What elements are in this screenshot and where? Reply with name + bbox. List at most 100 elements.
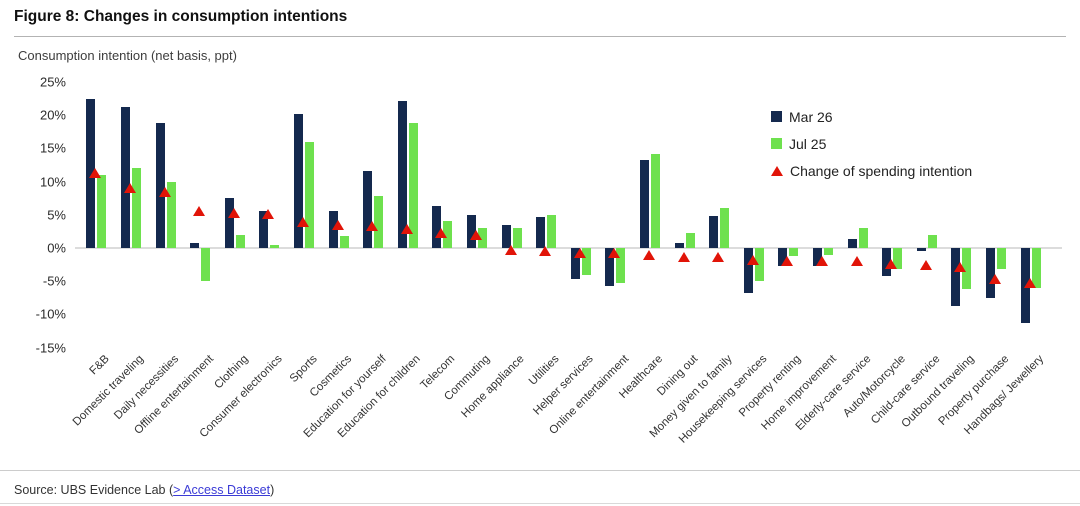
source-text-suffix: ) bbox=[270, 483, 275, 497]
bar-mar26 bbox=[985, 248, 995, 298]
y-axis-title: Consumption intention (net basis, ppt) bbox=[18, 48, 237, 63]
legend-label: Mar 26 bbox=[789, 108, 833, 125]
bar-mar26 bbox=[363, 170, 373, 248]
bar-jul25 bbox=[754, 248, 764, 281]
bar-jul25 bbox=[408, 122, 418, 248]
bar-mar26 bbox=[190, 242, 200, 248]
x-axis-label: F&B bbox=[87, 353, 112, 378]
change-triangle-marker bbox=[712, 252, 725, 263]
legend-item: Change of spending intention bbox=[771, 157, 972, 184]
bar-mar26 bbox=[224, 198, 234, 248]
bar-mar26 bbox=[536, 217, 546, 248]
bar-jul25 bbox=[685, 233, 695, 248]
change-triangle-marker bbox=[469, 230, 482, 241]
bar-jul25 bbox=[962, 248, 972, 290]
y-axis-label: -10% bbox=[35, 306, 66, 322]
change-triangle-marker bbox=[193, 205, 206, 216]
bar-jul25 bbox=[201, 248, 211, 282]
change-triangle-marker bbox=[815, 256, 828, 267]
bar-jul25 bbox=[858, 228, 868, 248]
change-triangle-marker bbox=[781, 256, 794, 267]
change-triangle-marker bbox=[158, 186, 171, 197]
x-axis-label: Helper services bbox=[531, 353, 597, 418]
bar-jul25 bbox=[581, 248, 591, 275]
change-triangle-marker bbox=[1023, 278, 1036, 289]
change-triangle-marker bbox=[746, 254, 759, 265]
bar-jul25 bbox=[235, 234, 245, 248]
figure-title: Figure 8: Changes in consumption intenti… bbox=[14, 8, 348, 25]
x-axis-label: Sports bbox=[287, 353, 320, 385]
x-axis-label: Property renting bbox=[737, 353, 804, 420]
x-axis-label: Home appliance bbox=[459, 353, 527, 421]
bar-jul25 bbox=[374, 195, 384, 248]
change-triangle-marker bbox=[400, 223, 413, 234]
change-triangle-marker bbox=[435, 227, 448, 238]
bar-jul25 bbox=[823, 248, 833, 255]
change-triangle-marker bbox=[89, 167, 102, 178]
change-triangle-marker bbox=[988, 274, 1001, 285]
bar-jul25 bbox=[789, 248, 799, 256]
bar-jul25 bbox=[443, 221, 453, 248]
bar-jul25 bbox=[893, 248, 903, 269]
legend-item: Mar 26 bbox=[771, 103, 972, 130]
change-triangle-marker bbox=[677, 252, 690, 263]
bar-jul25 bbox=[547, 214, 557, 248]
y-axis-label: 20% bbox=[39, 107, 66, 123]
bar-mar26 bbox=[293, 113, 303, 248]
bar-jul25 bbox=[1031, 248, 1041, 288]
bar-jul25 bbox=[927, 234, 937, 248]
bar-mar26 bbox=[501, 224, 511, 248]
y-axis-label: -15% bbox=[35, 340, 66, 356]
bar-mar26 bbox=[639, 160, 649, 248]
bar-jul25 bbox=[650, 153, 660, 248]
bar-mar26 bbox=[570, 248, 580, 279]
change-triangle-marker bbox=[123, 183, 136, 194]
change-triangle-marker bbox=[539, 246, 552, 257]
change-triangle-marker bbox=[885, 258, 898, 269]
x-axis-label: Auto/Motorcycle bbox=[840, 353, 908, 420]
bar-jul25 bbox=[304, 141, 314, 248]
legend-label: Jul 25 bbox=[789, 135, 827, 152]
bar-mar26 bbox=[155, 123, 165, 248]
bar-mar26 bbox=[674, 242, 684, 248]
bar-mar26 bbox=[951, 248, 961, 306]
bar-jul25 bbox=[477, 228, 487, 248]
legend-square-icon bbox=[771, 138, 782, 149]
change-triangle-marker bbox=[366, 221, 379, 232]
zero-axis-line bbox=[75, 247, 1062, 249]
bar-mar26 bbox=[916, 248, 926, 252]
change-triangle-marker bbox=[954, 261, 967, 272]
bar-jul25 bbox=[720, 208, 730, 248]
bar-jul25 bbox=[339, 236, 349, 248]
change-triangle-marker bbox=[919, 259, 932, 270]
bar-mar26 bbox=[847, 239, 857, 248]
y-axis-label: 25% bbox=[39, 74, 66, 90]
bar-mar26 bbox=[397, 101, 407, 248]
access-dataset-link[interactable]: > Access Dataset bbox=[173, 483, 271, 497]
bar-mar26 bbox=[432, 205, 442, 248]
footer-divider bbox=[0, 470, 1080, 471]
y-axis-label: 10% bbox=[39, 174, 66, 190]
change-triangle-marker bbox=[504, 244, 517, 255]
source-text: Source: UBS Evidence Lab ( bbox=[14, 483, 174, 497]
legend-label: Change of spending intention bbox=[790, 162, 973, 179]
change-triangle-marker bbox=[296, 217, 309, 228]
y-axis-label: 0% bbox=[47, 240, 66, 256]
bar-mar26 bbox=[605, 248, 615, 286]
legend-triangle-icon bbox=[771, 165, 783, 176]
change-triangle-marker bbox=[262, 209, 275, 220]
legend-item: Jul 25 bbox=[771, 130, 972, 157]
bar-mar26 bbox=[743, 248, 753, 294]
change-triangle-marker bbox=[227, 208, 240, 219]
change-triangle-marker bbox=[642, 249, 655, 260]
bar-jul25 bbox=[270, 245, 280, 248]
bar-mar26 bbox=[259, 211, 269, 248]
bar-mar26 bbox=[120, 106, 130, 248]
bar-mar26 bbox=[709, 216, 719, 248]
chart-legend: Mar 26 Jul 25 Change of spending intention bbox=[771, 103, 972, 184]
bottom-divider bbox=[0, 503, 1080, 504]
bar-jul25 bbox=[996, 248, 1006, 270]
y-axis-label: -5% bbox=[42, 273, 66, 289]
source-line: Source: UBS Evidence Lab (> Access Datas… bbox=[14, 483, 274, 497]
